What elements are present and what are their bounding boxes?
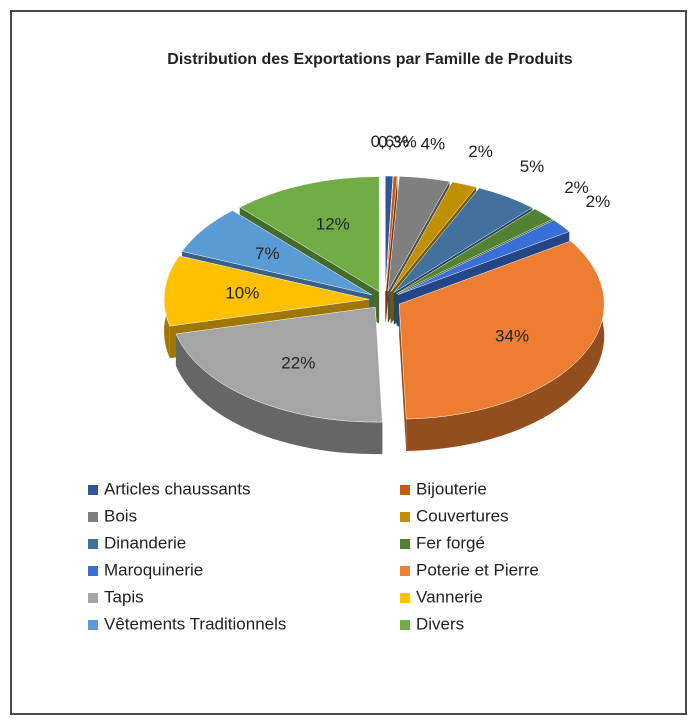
- legend-swatch: [88, 593, 98, 603]
- legend-label: Bois: [104, 506, 137, 525]
- legend-label: Bijouterie: [416, 479, 487, 498]
- legend-label: Dinanderie: [104, 533, 186, 552]
- legend-label: Maroquinerie: [104, 560, 203, 579]
- slice: [387, 176, 450, 292]
- legend-label: Couvertures: [416, 506, 509, 525]
- data-label: 5%: [520, 157, 545, 176]
- slice: [385, 175, 394, 292]
- legend-label: Vannerie: [416, 587, 483, 606]
- slice: [398, 240, 605, 420]
- legend-swatch: [88, 566, 98, 576]
- slice: [163, 255, 370, 327]
- legend-label: Divers: [416, 614, 464, 633]
- legend-swatch: [400, 485, 410, 495]
- slice: [397, 219, 570, 295]
- data-label: 4%: [421, 135, 446, 154]
- slice-side: [399, 304, 407, 452]
- data-label: 12%: [316, 215, 350, 234]
- slice-wall: [406, 241, 605, 452]
- legend-swatch: [400, 512, 410, 522]
- pie-tops: [163, 175, 605, 423]
- data-label: 34%: [495, 326, 529, 345]
- chart-title: Distribution des Exportations par Famill…: [167, 51, 572, 68]
- slice: [393, 187, 533, 293]
- data-labels: 0,6%0,3% 4% 2%5%2%2%34%22%10%7%12%: [225, 132, 610, 372]
- slice: [396, 208, 554, 294]
- legend-swatch: [400, 620, 410, 630]
- legend-label: Vêtements Traditionnels: [104, 614, 286, 633]
- data-label: 22%: [281, 353, 315, 372]
- legend-label: Tapis: [104, 587, 144, 606]
- slice-wall: [175, 333, 383, 455]
- data-label: 7%: [255, 244, 280, 263]
- legend-swatch: [400, 593, 410, 603]
- slice: [181, 210, 372, 296]
- legend-swatch: [400, 539, 410, 549]
- legend-swatch: [400, 566, 410, 576]
- legend-label: Articles chaussants: [104, 479, 250, 498]
- legend-swatch: [88, 539, 98, 549]
- legend: Articles chaussants Bijouterie Bois Couvert…: [88, 479, 539, 633]
- legend-label: Poterie et Pierre: [416, 560, 539, 579]
- legend-swatch: [88, 485, 98, 495]
- data-label: 0,6%: [371, 132, 410, 151]
- data-label: 2%: [564, 178, 589, 197]
- data-label: 10%: [225, 283, 259, 302]
- legend-label: Fer forgé: [416, 533, 485, 552]
- slice: [390, 181, 477, 292]
- data-label: 2%: [468, 142, 493, 161]
- legend-swatch: [88, 512, 98, 522]
- data-label: 2%: [586, 192, 611, 211]
- legend-swatch: [88, 620, 98, 630]
- slice: [239, 176, 380, 293]
- data-label: 0,3%: [378, 132, 417, 151]
- slice: [175, 306, 383, 423]
- slice: [385, 175, 398, 292]
